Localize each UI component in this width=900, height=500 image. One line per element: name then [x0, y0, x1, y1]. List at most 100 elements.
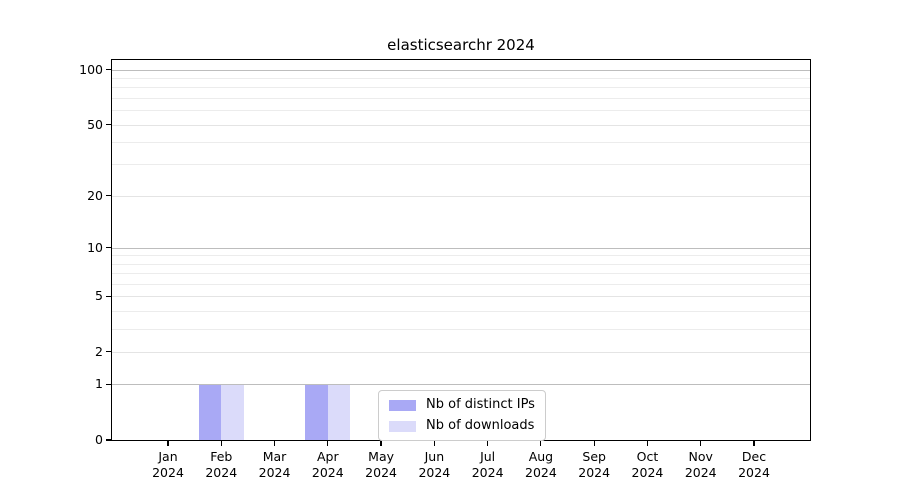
bar-downloads [221, 384, 244, 440]
y-tick-mark [106, 439, 112, 441]
legend-label-distinct-ips: Nb of distinct IPs [426, 397, 535, 412]
y-tick-label: 100 [79, 61, 103, 77]
x-tick-mark [540, 440, 542, 446]
x-tick-month: Aug [528, 449, 554, 464]
y-tick-mark [106, 195, 112, 197]
minor-gridline [112, 283, 810, 285]
x-tick-month: Mar [262, 449, 287, 464]
x-tick-year: 2024 [578, 464, 611, 480]
y-tick-label: 1 [95, 376, 103, 392]
x-tick-label: Aug 2024 [525, 449, 557, 480]
x-tick-mark [700, 440, 702, 446]
x-tick-month: Oct [636, 449, 659, 464]
y-tick-mark [106, 247, 112, 249]
x-tick-year: 2024 [365, 464, 397, 480]
x-tick-month: Sep [582, 449, 606, 464]
x-tick-label: May 2024 [365, 449, 397, 480]
x-tick-mark [167, 440, 169, 446]
y-tick-label: 0 [95, 432, 103, 447]
major-gridline [112, 124, 810, 126]
x-tick-month: Nov [688, 449, 713, 464]
x-tick-year: 2024 [258, 464, 291, 480]
x-tick-year: 2024 [418, 464, 451, 480]
x-tick-month: Apr [317, 449, 339, 464]
x-tick-mark [380, 440, 382, 446]
x-tick-mark [433, 440, 435, 446]
x-tick-year: 2024 [684, 464, 717, 480]
x-tick-label: Apr 2024 [312, 449, 344, 480]
minor-gridline [112, 142, 810, 144]
x-tick-mark [753, 440, 755, 446]
major-gridline [112, 247, 810, 249]
y-tick-label: 10 [87, 239, 103, 255]
x-tick-month: Jun [424, 449, 445, 464]
minor-gridline [112, 328, 810, 330]
x-tick-label: Dec 2024 [738, 449, 770, 480]
x-tick-year: 2024 [205, 464, 238, 480]
y-tick-label: 5 [95, 288, 103, 304]
minor-gridline [112, 164, 810, 166]
x-tick-year: 2024 [471, 464, 504, 480]
minor-gridline [112, 87, 810, 89]
legend: Nb of distinct IPs Nb of downloads [378, 390, 546, 441]
minor-gridline [112, 255, 810, 257]
x-tick-month: Dec [741, 449, 767, 464]
legend-swatch-distinct-ips-icon [389, 399, 416, 411]
x-tick-year: 2024 [525, 464, 557, 480]
legend-item-downloads: Nb of downloads [389, 418, 535, 434]
x-tick-month: Feb [210, 449, 233, 464]
x-tick-month: May [368, 449, 394, 464]
x-tick-year: 2024 [631, 464, 664, 480]
minor-gridline [112, 273, 810, 275]
x-tick-year: 2024 [738, 464, 770, 480]
x-tick-year: 2024 [152, 464, 184, 480]
x-tick-month: Jan [158, 449, 178, 464]
major-gridline [112, 69, 810, 71]
x-tick-mark [646, 440, 649, 446]
x-tick-month: Jul [480, 449, 496, 464]
x-tick-label: Oct 2024 [632, 449, 664, 480]
x-tick-mark [220, 440, 222, 446]
legend-swatch-downloads-icon [389, 420, 416, 432]
x-tick-mark [273, 440, 276, 446]
legend-item-distinct-ips: Nb of distinct IPs [389, 397, 535, 413]
y-tick-mark [106, 383, 112, 385]
major-gridline [112, 195, 810, 197]
minor-gridline [112, 110, 810, 112]
major-gridline [112, 296, 810, 298]
x-tick-label: Jan 2024 [152, 449, 184, 480]
major-gridline [112, 384, 810, 386]
y-axis-tick-labels: 0 1 2 5 10 20 50 100 [0, 60, 103, 446]
bar-distinct-ips [198, 384, 222, 440]
bar-downloads [327, 384, 351, 440]
y-tick-mark [106, 295, 112, 297]
legend-label-downloads: Nb of downloads [426, 418, 535, 433]
minor-gridline [112, 263, 810, 265]
x-tick-label: Jul 2024 [472, 449, 504, 480]
chart-title: elasticsearchr 2024 [387, 36, 535, 54]
y-tick-mark [106, 351, 112, 353]
x-tick-label: Sep 2024 [578, 449, 610, 480]
x-axis-tick-labels: Jan 2024 Feb 2024 Mar 2024 Apr 2024 May 2024 Jun 20… [112, 449, 810, 485]
y-tick-label: 2 [95, 343, 103, 359]
bar-distinct-ips [305, 384, 328, 440]
x-tick-mark [487, 440, 489, 446]
y-tick-label: 20 [87, 187, 103, 203]
y-tick-mark [106, 69, 112, 71]
x-tick-label: Feb 2024 [205, 449, 237, 480]
y-tick-mark [106, 123, 112, 126]
x-tick-mark [327, 440, 329, 446]
x-tick-mark [593, 440, 595, 446]
x-tick-label: Jun 2024 [418, 449, 450, 480]
minor-gridline [112, 310, 810, 312]
x-tick-year: 2024 [311, 464, 344, 480]
minor-gridline [112, 97, 810, 99]
plot-area: Nb of distinct IPs Nb of downloads [106, 59, 811, 446]
minor-gridline [112, 78, 810, 80]
y-tick-label: 50 [87, 116, 103, 132]
x-tick-label: Mar 2024 [259, 449, 291, 480]
x-tick-label: Nov 2024 [685, 449, 717, 480]
major-gridline [112, 351, 810, 353]
